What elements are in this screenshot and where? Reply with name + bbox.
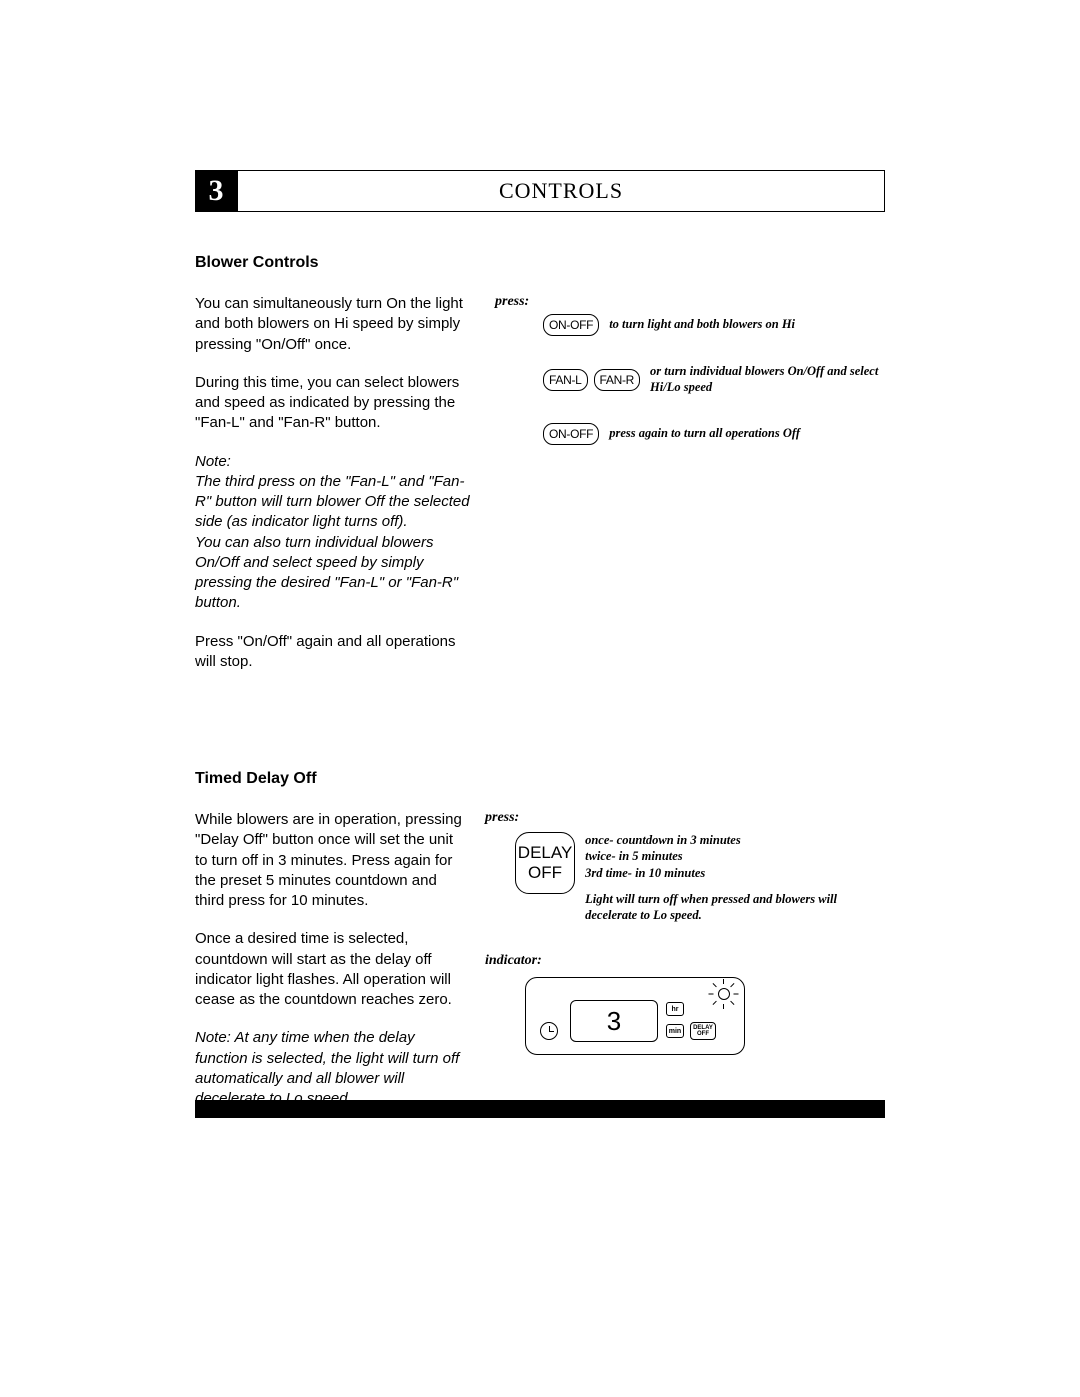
delay-right-col: press: DELAY OFF once- countdown in 3 mi… xyxy=(485,810,885,1127)
delay-desc: once- countdown in 3 minutes twice- in 5… xyxy=(585,832,885,923)
blower-p3: Press "On/Off" again and all operations … xyxy=(195,632,475,673)
section-gap xyxy=(195,690,885,770)
onoff-button-2: ON-OFF xyxy=(543,423,599,445)
btn-row-onoff-2: ON-OFF press again to turn all operation… xyxy=(543,423,885,445)
chapter-number: 3 xyxy=(195,170,237,212)
blower-p2: During this time, you can select blowers… xyxy=(195,373,475,434)
blower-left-col: You can simultaneously turn On the light… xyxy=(195,294,475,690)
delayoff-badge: DELAY OFF xyxy=(690,1022,716,1040)
delay-desc-1: once- countdown in 3 minutes twice- in 5… xyxy=(585,832,885,881)
btn-row-fans: FAN-L FAN-R or turn individual blowers O… xyxy=(543,364,885,395)
delayoff-button: DELAY OFF xyxy=(515,832,575,894)
blower-p1: You can simultaneously turn On the light… xyxy=(195,294,475,355)
delayoff-badge-l2: OFF xyxy=(693,1031,713,1037)
blower-right-col: press: ON-OFF to turn light and both blo… xyxy=(495,294,885,690)
delay-desc-2: Light will turn off when pressed and blo… xyxy=(585,891,885,924)
delay-p2: Once a desired time is selected, countdo… xyxy=(195,929,465,1010)
indicator-label: indicator: xyxy=(485,953,885,969)
blower-note: Note: The third press on the "Fan-L" and… xyxy=(195,452,475,614)
delay-left-col: While blowers are in operation, pressing… xyxy=(195,810,465,1127)
btn-row-onoff-1: ON-OFF to turn light and both blowers on… xyxy=(543,314,885,336)
clock-icon xyxy=(540,1022,558,1040)
onoff-desc-1: to turn light and both blowers on Hi xyxy=(609,317,795,333)
fanr-button: FAN-R xyxy=(594,369,641,391)
note-label: Note: xyxy=(195,453,231,470)
note-body: The third press on the "Fan-L" and "Fan-… xyxy=(195,473,470,612)
onoff-button: ON-OFF xyxy=(543,314,599,336)
fan-desc: or turn individual blowers On/Off and se… xyxy=(650,364,885,395)
delay-btn-row: DELAY OFF once- countdown in 3 minutes t… xyxy=(515,832,885,923)
countdown-display: 3 xyxy=(570,1000,658,1042)
delay-p1: While blowers are in operation, pressing… xyxy=(195,810,465,911)
indicator-panel: 3 hr min DELAY OFF xyxy=(525,977,745,1055)
delay-note: Note: At any time when the delay functio… xyxy=(195,1028,465,1109)
press-label-1: press: xyxy=(495,294,885,310)
footer-bar xyxy=(195,1100,885,1118)
blower-columns: You can simultaneously turn On the light… xyxy=(195,294,885,690)
chapter-header: 3 CONTROLS xyxy=(195,170,885,212)
section-heading-blower: Blower Controls xyxy=(195,254,885,272)
min-badge: min xyxy=(666,1024,684,1038)
press-label-2: press: xyxy=(485,810,885,826)
delayoff-l1: DELAY xyxy=(518,843,573,863)
page-content: 3 CONTROLS Blower Controls You can simul… xyxy=(195,170,885,1127)
hr-badge: hr xyxy=(666,1002,684,1016)
delayoff-l2: OFF xyxy=(528,863,562,883)
fanl-button: FAN-L xyxy=(543,369,588,391)
section-heading-delay: Timed Delay Off xyxy=(195,770,885,788)
onoff-desc-2: press again to turn all operations Off xyxy=(609,426,800,442)
delay-columns: While blowers are in operation, pressing… xyxy=(195,810,885,1127)
chapter-title: CONTROLS xyxy=(237,170,885,212)
